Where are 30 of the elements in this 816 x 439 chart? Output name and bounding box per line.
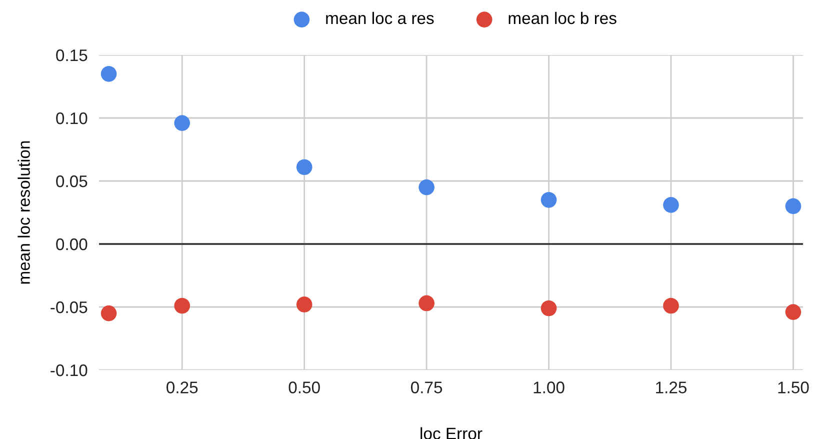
point	[785, 198, 802, 214]
x-axis-title: loc Error	[420, 427, 482, 439]
y-tick-label: 0.00	[56, 238, 88, 250]
x-tick-label: 1.25	[656, 382, 687, 394]
point	[540, 192, 557, 208]
point	[418, 295, 434, 312]
point	[663, 197, 679, 213]
x-tick-label: 1.50	[778, 382, 809, 394]
point	[663, 298, 679, 314]
point	[296, 296, 312, 312]
point	[785, 304, 802, 320]
y-tick-label: -0.10	[50, 364, 88, 376]
point	[418, 179, 434, 196]
y-tick-label: 0.05	[56, 175, 88, 188]
legend-label: mean loc a res	[326, 12, 434, 24]
x-tick-label: 0.75	[410, 382, 442, 394]
x-tick-label: 1.00	[534, 382, 564, 394]
legend-label: mean loc b res	[508, 12, 616, 24]
point	[174, 298, 190, 314]
point	[100, 305, 117, 322]
y-tick-label: 0.15	[56, 49, 88, 62]
point	[540, 300, 557, 316]
point	[296, 159, 312, 176]
point	[174, 115, 190, 131]
x-tick-label: 0.50	[288, 382, 320, 394]
y-tick-label: -0.05	[50, 301, 88, 314]
y-axis-title: mean loc resolution	[18, 141, 30, 284]
x-tick-label: 0.25	[166, 382, 198, 394]
point	[100, 66, 117, 82]
y-tick-label: 0.10	[56, 112, 88, 124]
